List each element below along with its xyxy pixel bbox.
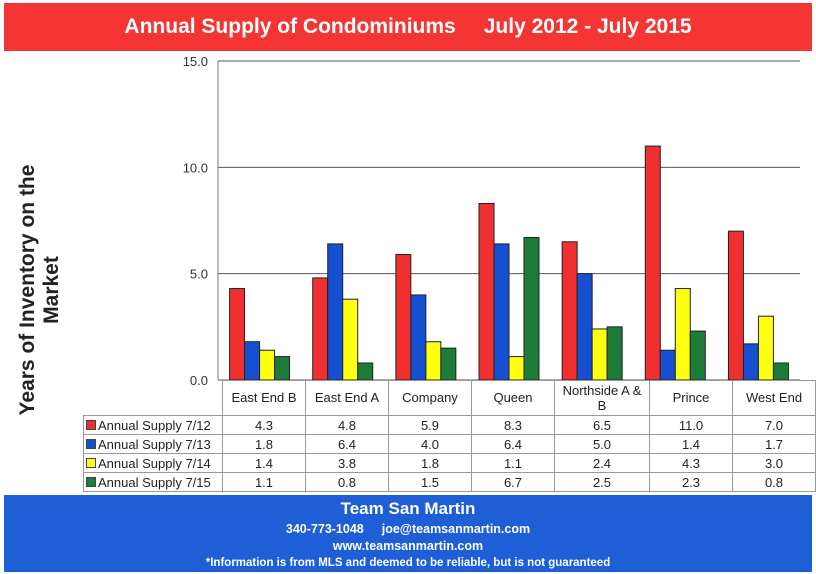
y-tick-label: 5.0	[190, 267, 208, 282]
bar	[727, 230, 744, 381]
x-category-label: West End	[732, 380, 816, 416]
table-corner	[83, 380, 223, 416]
data-label: 6.7	[471, 472, 555, 492]
data-label: 3.0	[732, 453, 816, 473]
y-tick-label: 15.0	[183, 54, 208, 69]
bar	[342, 298, 359, 381]
data-label: 6.4	[305, 434, 389, 454]
table-row: Annual Supply 7/15 1.1 0.8 1.5 6.7 2.5 2.3 0.8	[83, 472, 816, 492]
data-label: 0.8	[732, 472, 816, 492]
data-label: 1.4	[649, 434, 733, 454]
bar	[425, 341, 442, 381]
disclaimer: *Information is from MLS and deemed to b…	[205, 557, 611, 569]
table-row: Annual Supply 7/14 1.4 3.8 1.8 1.1 2.4 4.3 3.0	[83, 453, 816, 473]
data-label: 6.5	[554, 415, 650, 435]
bar	[576, 273, 593, 381]
x-category-label: Queen	[471, 380, 555, 416]
legend-swatch-icon	[86, 438, 96, 449]
data-label: 4.8	[305, 415, 389, 435]
bar	[395, 254, 412, 381]
legend-entry: Annual Supply 7/14	[83, 453, 223, 473]
x-category-label: Northside A & B	[554, 380, 650, 416]
x-category-label: East End A	[305, 380, 389, 416]
table-row: Annual Supply 7/13 1.8 6.4 4.0 6.4 5.0 1.4 1.7	[83, 434, 816, 454]
bar	[742, 343, 759, 381]
bar	[689, 330, 706, 381]
chart-date-range: July 2012 - July 2015	[483, 15, 692, 38]
data-label: 1.8	[388, 453, 472, 473]
bar	[229, 288, 246, 381]
bar	[274, 356, 291, 381]
bar	[493, 243, 510, 381]
data-label: 4.3	[649, 453, 733, 473]
bar	[440, 347, 457, 381]
legend-entry: Annual Supply 7/12	[83, 415, 223, 435]
data-label: 3.8	[305, 453, 389, 473]
data-label: 5.9	[388, 415, 472, 435]
data-label: 1.4	[222, 453, 306, 473]
data-label: 4.0	[388, 434, 472, 454]
bar	[244, 341, 261, 381]
data-label: 1.5	[388, 472, 472, 492]
x-category-label: Prince	[649, 380, 733, 416]
data-label: 1.7	[732, 434, 816, 454]
data-label: 0.8	[305, 472, 389, 492]
data-label: 11.0	[649, 415, 733, 435]
bar	[659, 349, 676, 381]
company-name: Team San Martin	[340, 499, 476, 518]
bar	[259, 349, 276, 381]
bar	[606, 326, 623, 381]
legend-label: Annual Supply 7/14	[98, 455, 211, 471]
data-label: 4.3	[222, 415, 306, 435]
bar	[312, 277, 329, 381]
bar	[644, 145, 661, 381]
bar	[508, 356, 525, 381]
data-label: 2.5	[554, 472, 650, 492]
bar	[674, 288, 691, 381]
data-label: 2.4	[554, 453, 650, 473]
data-label: 1.1	[222, 472, 306, 492]
bar	[561, 241, 578, 381]
footer-banner: Team San Martin 340-773-1048 joe@teamsanm…	[4, 495, 812, 572]
x-category-label: Company	[388, 380, 472, 416]
bar	[772, 362, 789, 381]
data-label: 8.3	[471, 415, 555, 435]
bar	[757, 315, 774, 381]
legend-entry: Annual Supply 7/13	[83, 434, 223, 454]
x-category-label: East End B	[222, 380, 306, 416]
legend-swatch-icon	[86, 419, 96, 430]
bar	[410, 294, 427, 381]
data-label: 6.4	[471, 434, 555, 454]
legend-label: Annual Supply 7/12	[98, 417, 211, 433]
legend-swatch-icon	[86, 476, 96, 487]
bar	[591, 328, 608, 381]
chart-title: Annual Supply of Condominiums	[124, 15, 456, 38]
data-label: 7.0	[732, 415, 816, 435]
phone-number: 340-773-1048	[285, 522, 364, 536]
bar	[357, 362, 374, 381]
website-link[interactable]: www.teamsanmartin.com	[332, 539, 484, 553]
legend-entry: Annual Supply 7/15	[83, 472, 223, 492]
legend-label: Annual Supply 7/15	[98, 474, 211, 490]
legend-label: Annual Supply 7/13	[98, 436, 211, 452]
y-tick-label: 10.0	[183, 160, 208, 175]
data-label: 2.3	[649, 472, 733, 492]
data-label: 1.1	[471, 453, 555, 473]
legend-swatch-icon	[86, 457, 96, 468]
data-label: 1.8	[222, 434, 306, 454]
email-link[interactable]: joe@teamsanmartin.com	[381, 522, 531, 536]
data-label: 5.0	[554, 434, 650, 454]
chart-title-banner: Annual Supply of Condominiums July 2012 …	[4, 3, 812, 51]
table-row: Annual Supply 7/12 4.3 4.8 5.9 8.3 6.5 11.0 7.0	[83, 415, 816, 435]
bar	[327, 243, 344, 381]
data-table: East End B East End A Company Queen Northsid…	[83, 380, 816, 492]
bar	[523, 237, 540, 381]
bar	[478, 202, 495, 381]
